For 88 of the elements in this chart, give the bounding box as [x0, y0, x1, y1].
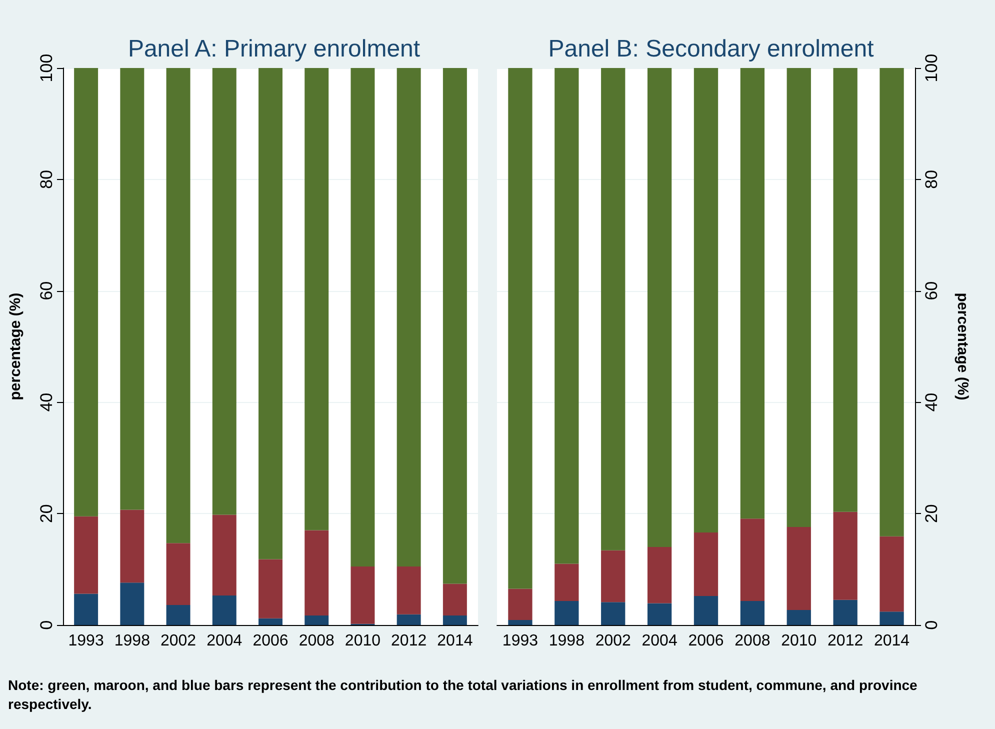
bar: [740, 601, 765, 625]
y2-tick-label: 60: [922, 281, 941, 300]
x-tick-label: 2012: [391, 632, 427, 650]
bar: [508, 588, 532, 620]
bar: [880, 536, 904, 612]
bar: [833, 512, 858, 600]
bar: [74, 68, 98, 516]
bar: [554, 601, 579, 625]
y2-tick-label: 20: [922, 504, 941, 524]
bar: [786, 610, 811, 625]
bar: [166, 604, 190, 625]
bar: [786, 526, 811, 610]
bar: [694, 596, 718, 625]
bar: [694, 532, 718, 596]
bar: [74, 516, 98, 594]
x-tick-label: 1998: [114, 632, 150, 650]
bar: [258, 559, 282, 618]
bar: [601, 550, 626, 602]
x-tick-label: 2002: [595, 632, 632, 650]
y2-tick-label: 40: [922, 392, 941, 412]
bar: [212, 595, 236, 625]
bar: [601, 68, 626, 550]
bar: [647, 547, 672, 604]
text: Note: green, maroon, and blue bars represent the contribution to the total variations in enrollment from student, commune, and province respectively.: [8, 676, 918, 714]
x-tick-label: 2014: [437, 632, 473, 650]
bar: [166, 68, 190, 544]
bar: [212, 68, 236, 515]
bar: [833, 68, 858, 512]
bar: [508, 68, 532, 589]
y-tick-label: 20: [37, 504, 56, 524]
chart-title: Panel A: Primary enrolment: [128, 36, 420, 62]
bar: [880, 612, 904, 625]
x-tick-label: 2008: [298, 632, 335, 650]
bar: [442, 616, 467, 625]
y-tick-label: 60: [37, 281, 56, 300]
x-tick-label: 1993: [502, 632, 538, 650]
bar: [554, 68, 579, 564]
bar: [833, 600, 858, 625]
bar: [120, 68, 144, 510]
x-tick-label: 2012: [828, 632, 864, 650]
x-tick-label: 2004: [642, 632, 678, 650]
bar: [740, 68, 765, 519]
x-tick-label: 2006: [688, 632, 724, 650]
bar: [554, 564, 579, 602]
x-tick-label: 2010: [781, 632, 817, 650]
x-tick-label: 2010: [344, 632, 381, 650]
y-tick-label: 100: [37, 54, 56, 82]
x-tick-label: 2004: [206, 632, 242, 650]
bar: [601, 602, 626, 625]
y2-axis-title: percentage (%): [954, 292, 971, 400]
y-tick-label: 40: [37, 392, 56, 412]
x-tick-label: 2008: [734, 632, 770, 650]
bar: [258, 618, 282, 625]
y-tick-label: 80: [37, 170, 56, 189]
y2-tick-label: 80: [922, 170, 941, 189]
chart-title: Panel B: Secondary enrolment: [548, 36, 874, 62]
bar: [740, 518, 765, 602]
y-tick-label: 0: [37, 620, 56, 630]
y2-tick-label: 0: [922, 620, 941, 630]
bar: [442, 68, 467, 584]
x-tick-label: 2006: [252, 632, 288, 650]
bar: [508, 620, 532, 625]
bar: [647, 68, 672, 548]
bar: [304, 616, 329, 625]
bar: [166, 543, 190, 605]
bar: [694, 68, 718, 533]
x-tick-label: 1993: [68, 632, 104, 650]
bar: [442, 584, 467, 616]
bar: [786, 68, 811, 527]
bar: [350, 566, 375, 624]
x-tick-label: 1998: [548, 632, 585, 650]
bar: [120, 510, 144, 583]
bar: [396, 566, 421, 614]
bar: [350, 68, 375, 567]
bar: [212, 514, 236, 596]
bar: [304, 530, 329, 616]
bar: [880, 68, 904, 536]
bar: [304, 68, 329, 530]
bar: [396, 68, 421, 567]
x-tick-label: 2014: [874, 632, 910, 650]
bar: [258, 68, 282, 560]
y-axis-title: percentage (%): [7, 292, 24, 400]
bar: [396, 614, 421, 625]
bar: [647, 603, 672, 625]
bar: [120, 582, 144, 625]
y2-tick-label: 100: [922, 54, 941, 82]
x-tick-label: 2002: [160, 632, 196, 650]
bar: [74, 594, 98, 625]
